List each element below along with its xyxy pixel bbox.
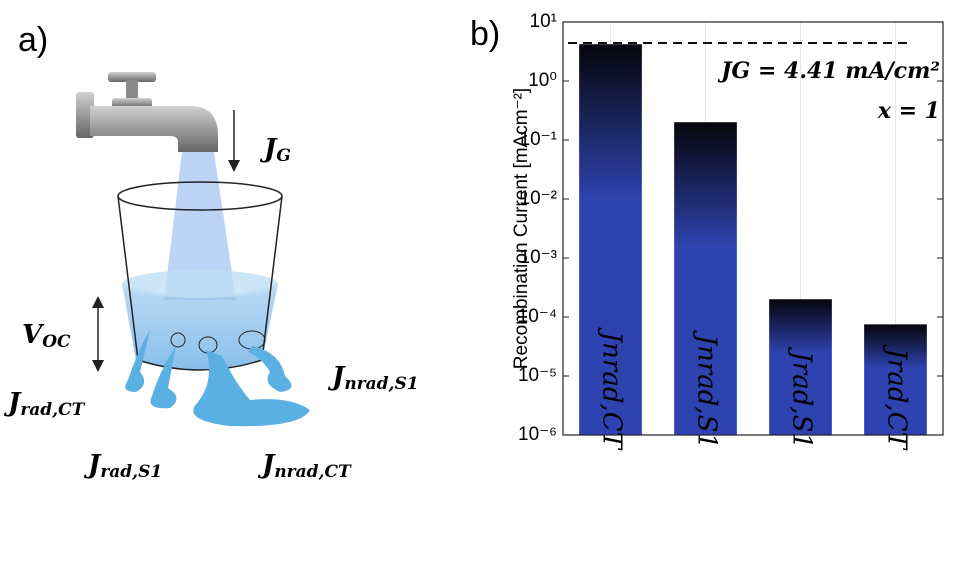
y-tick-label: 10⁻⁶ bbox=[518, 424, 557, 445]
panel-label: a) bbox=[18, 21, 48, 59]
bar bbox=[674, 122, 737, 435]
x-tick-label: Jrad,S1 bbox=[787, 346, 817, 449]
water-stream bbox=[164, 152, 236, 300]
y-axis-label: Recombination Current [mAcm⁻²] bbox=[511, 88, 532, 369]
bar bbox=[864, 324, 927, 435]
x-tick-label: Jrad,CT bbox=[882, 344, 912, 451]
y-tick-label: 10⁻⁴ bbox=[518, 306, 557, 327]
label-main: J bbox=[83, 450, 102, 480]
x-tick-label: Jnrad,S1 bbox=[692, 330, 722, 449]
plot-frame bbox=[562, 21, 944, 436]
label-main: V bbox=[22, 320, 45, 350]
label: Jrad,S1 bbox=[83, 450, 162, 482]
faucet bbox=[76, 72, 218, 152]
y-tick-label: 10⁻² bbox=[520, 188, 558, 209]
label: Jnrad,S1 bbox=[327, 362, 419, 394]
label-main: J bbox=[257, 450, 276, 480]
y-tick-label: 10⁻³ bbox=[520, 247, 558, 268]
arrow-head bbox=[92, 360, 104, 372]
label-main: J bbox=[327, 362, 346, 392]
label-sub: nrad,S1 bbox=[344, 374, 418, 394]
y-tick-label: 10⁰ bbox=[528, 70, 557, 91]
y-tick-label: 10¹ bbox=[530, 11, 557, 32]
label: VOC bbox=[22, 320, 71, 352]
label-sub: nrad,CT bbox=[274, 462, 352, 482]
y-tick-label: 10⁻⁵ bbox=[518, 365, 557, 386]
label-main: J bbox=[3, 388, 22, 418]
arrow-head bbox=[228, 160, 240, 172]
label: JG bbox=[259, 134, 291, 166]
bar bbox=[579, 44, 642, 435]
panel-label: b) bbox=[470, 15, 500, 53]
bucket bbox=[117, 181, 310, 427]
label: Jrad,CT bbox=[3, 388, 86, 420]
arrow-head bbox=[92, 296, 104, 308]
label-sub: G bbox=[276, 146, 291, 166]
label-main: J bbox=[259, 134, 278, 164]
bar bbox=[769, 299, 832, 435]
label-sub: rad,CT bbox=[20, 400, 85, 420]
label-sub: rad,S1 bbox=[100, 462, 162, 482]
x-tick-label: Jnrad,CT bbox=[597, 327, 627, 451]
label-sub: OC bbox=[42, 332, 71, 352]
annotation: JG = 4.41 mA/cm² bbox=[717, 58, 940, 84]
y-tick-label: 10⁻¹ bbox=[520, 129, 558, 150]
annotation: x = 1 bbox=[877, 98, 940, 124]
label: Jnrad,CT bbox=[257, 450, 352, 482]
